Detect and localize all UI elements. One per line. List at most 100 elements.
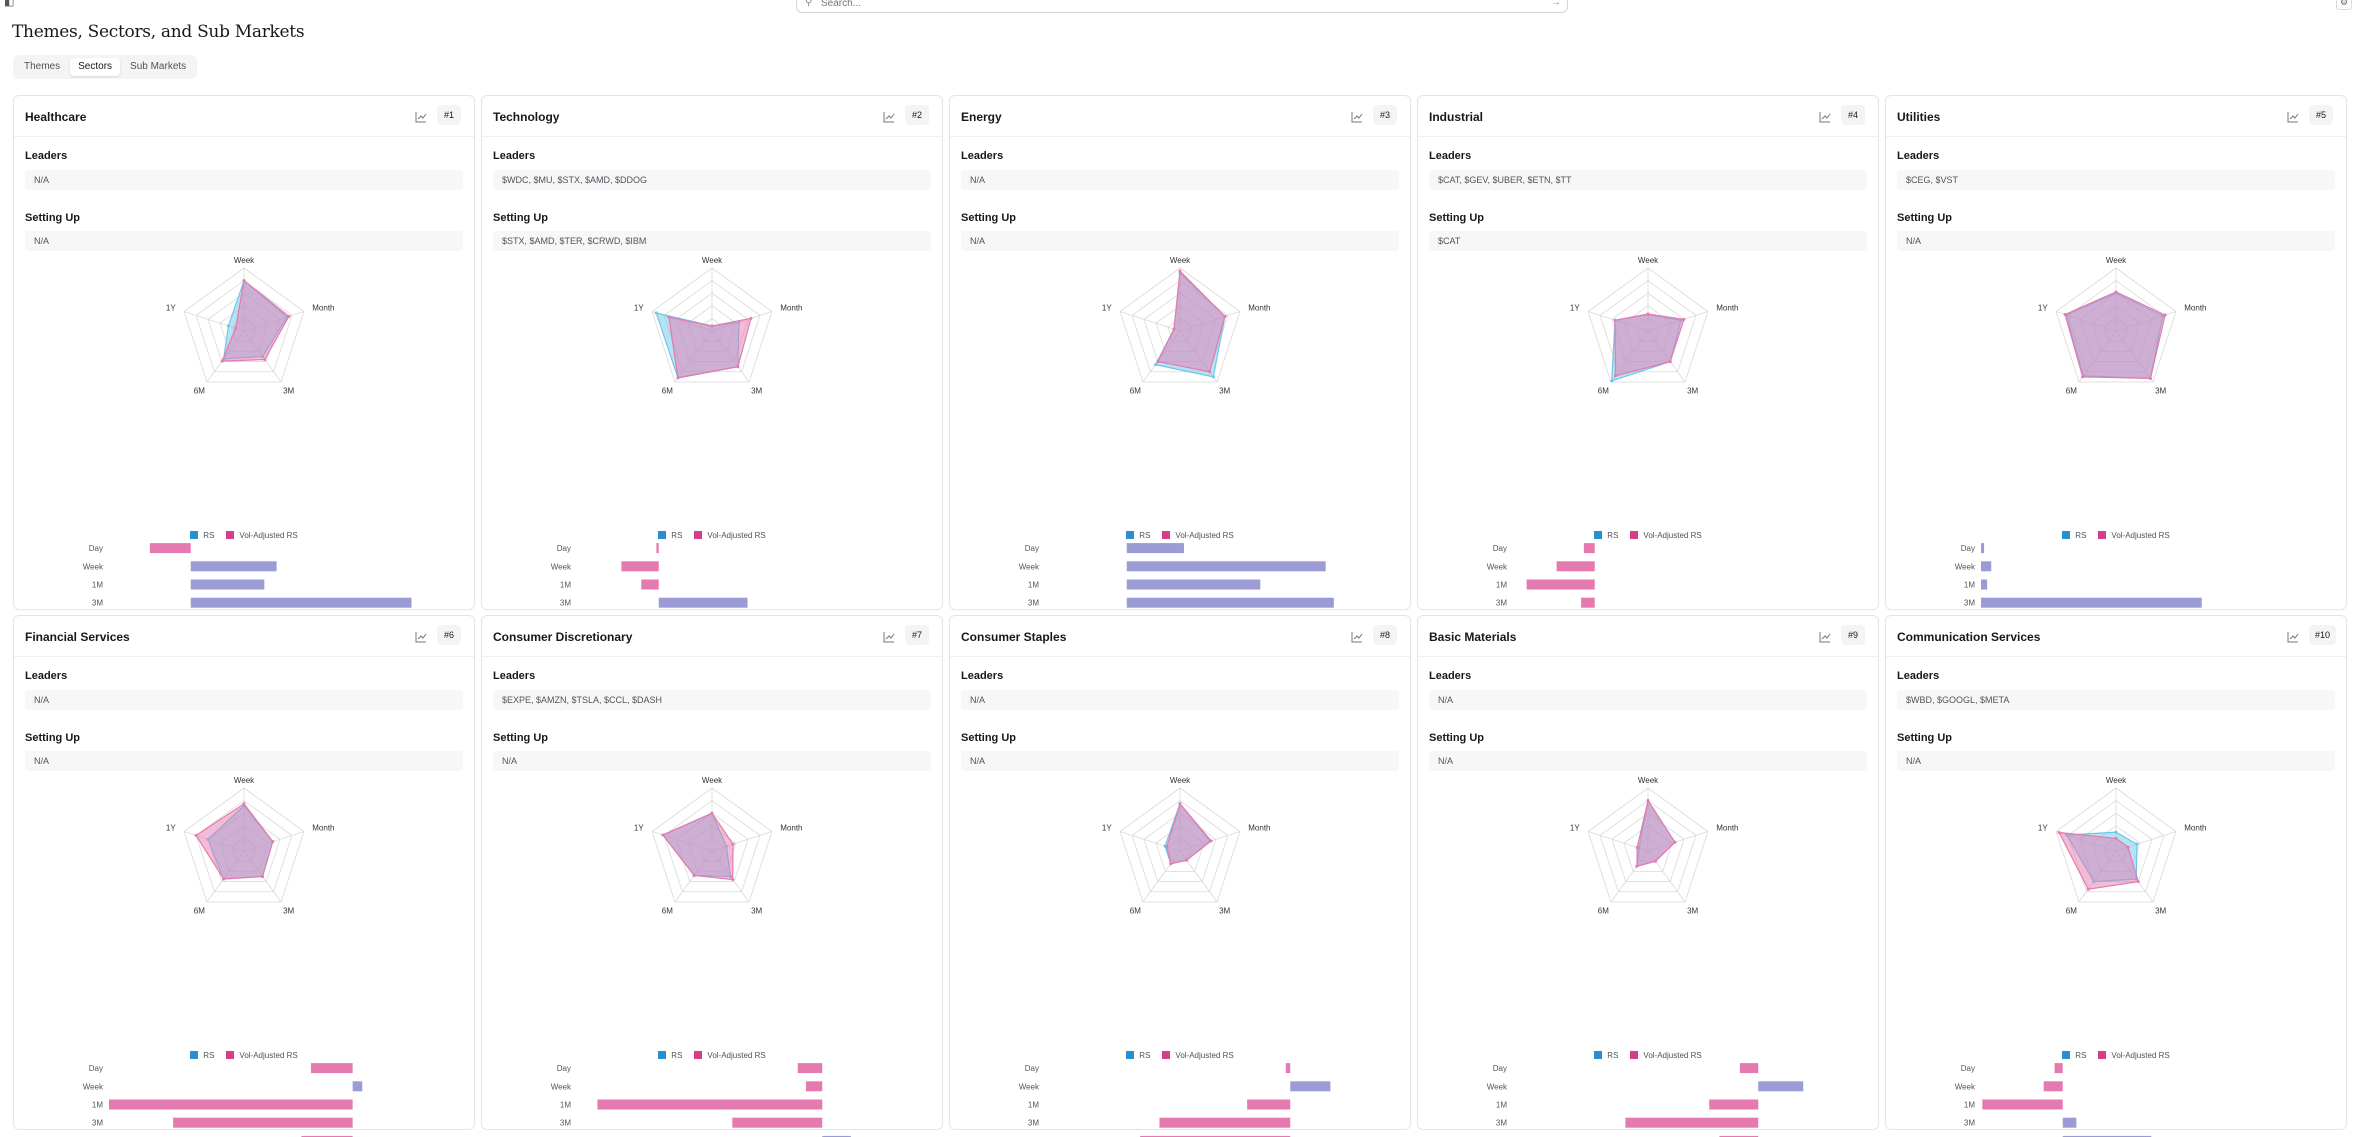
bar-category-label: 1M bbox=[1964, 1100, 1975, 1109]
bar-category-label: 1M bbox=[92, 1100, 103, 1109]
sector-card: Communication Services #10 Leaders $WBD, $G… bbox=[1885, 615, 2347, 1137]
radar-series-vol-adjusted-rs-point bbox=[2057, 831, 2061, 835]
sector-title: Financial Services bbox=[25, 630, 130, 644]
leaders-value: $WDC, $MU, $STX, $AMD, $DDOG bbox=[493, 170, 931, 190]
radar-series-vol-adjusted-rs-point bbox=[2063, 312, 2067, 316]
radar-spoke bbox=[1119, 311, 1181, 332]
card-divider bbox=[1886, 656, 2346, 657]
radar-axis-label: 6M bbox=[1130, 386, 1141, 395]
legend-swatch-rs bbox=[1594, 531, 1603, 539]
tab-sectors[interactable]: Sectors bbox=[70, 58, 121, 76]
search-box[interactable]: ⚲ → bbox=[796, 0, 1568, 13]
bar-category-label: 3M bbox=[1496, 1118, 1507, 1127]
bar-day bbox=[1285, 1062, 1291, 1073]
legend-item-rs: RS bbox=[190, 1049, 214, 1061]
line-chart-icon[interactable] bbox=[1818, 110, 1832, 124]
leaders-value: $EXPE, $AMZN, $TSLA, $CCL, $DASH bbox=[493, 690, 931, 710]
bar-3m bbox=[1625, 1117, 1759, 1128]
bar-week bbox=[1981, 561, 1992, 572]
radar-axis-label: Month bbox=[1248, 824, 1270, 833]
radar-series-vol-adjusted-rs-point bbox=[234, 326, 238, 330]
bar-category-label: 1M bbox=[1496, 1100, 1507, 1109]
bar-category-label: Week bbox=[1019, 562, 1040, 571]
radar-axis-label: Week bbox=[1638, 256, 1659, 265]
leaders-value: N/A bbox=[25, 690, 463, 710]
sector-title: Industrial bbox=[1429, 110, 1484, 124]
radar-grid-ring bbox=[2055, 267, 2177, 383]
settings-icon[interactable]: ⚙ bbox=[2336, 0, 2352, 10]
legend-label-vol-adjusted-rs: Vol-Adjusted RS bbox=[1175, 530, 1234, 540]
line-chart-icon[interactable] bbox=[2286, 110, 2300, 124]
line-chart-icon[interactable] bbox=[414, 630, 428, 644]
bar-category-label: Day bbox=[89, 1064, 103, 1073]
radar-axis-label: Week bbox=[2106, 256, 2127, 265]
radar-grid-ring bbox=[1119, 267, 1241, 383]
leaders-label: Leaders bbox=[493, 670, 536, 682]
radar-series-vol-adjusted-rs-point bbox=[1673, 840, 1677, 844]
legend-swatch-vol-adjusted-rs bbox=[226, 1051, 235, 1059]
bar-1m bbox=[1982, 1099, 2063, 1110]
line-chart-icon[interactable] bbox=[2286, 630, 2300, 644]
card-divider bbox=[1418, 136, 1878, 137]
bar-category-label: Day bbox=[89, 544, 103, 553]
radar-series-vol-adjusted-rs-point bbox=[1668, 360, 1672, 364]
rank-badge: #3 bbox=[1373, 105, 1397, 125]
radar-series-vol-adjusted-rs-point bbox=[1208, 370, 1212, 374]
radar-axis-label: 1Y bbox=[2038, 304, 2048, 313]
bar-category-label: 1M bbox=[92, 580, 103, 589]
bar-chart: DayWeek1M3M6M1Y-6.0%-4.0%-2.0%0.0%2.0% bbox=[551, 1062, 851, 1137]
radar-series-vol-adjusted-rs bbox=[2058, 831, 2139, 890]
bar-category-label: Week bbox=[1019, 1082, 1040, 1091]
bar-day bbox=[797, 1062, 823, 1073]
bar-week bbox=[190, 561, 277, 572]
legend-swatch-rs bbox=[1594, 1051, 1603, 1059]
sidebar-toggle-icon[interactable]: ◧ bbox=[4, 0, 15, 8]
setting-up-label: Setting Up bbox=[493, 732, 548, 744]
bar-category-label: 3M bbox=[1964, 1118, 1975, 1127]
line-chart-icon[interactable] bbox=[1350, 110, 1364, 124]
radar-axis-label: 6M bbox=[662, 386, 673, 395]
bar-category-label: 1M bbox=[1028, 580, 1039, 589]
bar-category-label: 1M bbox=[1964, 580, 1975, 589]
legend-swatch-vol-adjusted-rs bbox=[694, 531, 703, 539]
radar-series-vol-adjusted-rs-point bbox=[1646, 799, 1650, 803]
bar-category-label: Week bbox=[551, 1082, 572, 1091]
bar-3m bbox=[1581, 597, 1595, 608]
radar-series-vol-adjusted-rs-point bbox=[263, 358, 267, 362]
radar-series-vol-adjusted-rs-point bbox=[1635, 845, 1639, 849]
radar-series-vol-adjusted-rs-point bbox=[2163, 313, 2167, 317]
radar-grid-ring bbox=[1599, 280, 1697, 373]
rank-badge: #10 bbox=[2309, 625, 2337, 645]
tab-themes[interactable]: Themes bbox=[24, 61, 61, 72]
radar-axis-label: 1Y bbox=[634, 824, 644, 833]
tab-sub-markets[interactable]: Sub Markets bbox=[130, 61, 187, 72]
bar-week bbox=[1556, 561, 1595, 572]
line-chart-icon[interactable] bbox=[882, 110, 896, 124]
bar-1m bbox=[190, 579, 265, 590]
leaders-value: N/A bbox=[25, 170, 463, 190]
line-chart-icon[interactable] bbox=[882, 630, 896, 644]
search-input[interactable] bbox=[821, 0, 1521, 10]
sector-title: Technology bbox=[493, 110, 560, 124]
legend-swatch-vol-adjusted-rs bbox=[2098, 531, 2107, 539]
sector-title: Energy bbox=[961, 110, 1002, 124]
line-chart-icon[interactable] bbox=[1818, 630, 1832, 644]
rank-badge: #8 bbox=[1373, 625, 1397, 645]
radar-axis-label: 3M bbox=[283, 386, 294, 395]
bar-category-label: 3M bbox=[1028, 598, 1039, 607]
radar-axis-label: 3M bbox=[751, 906, 762, 915]
radar-grid-ring bbox=[2055, 787, 2177, 903]
radar-chart: Week Month 3M 6M 1Y bbox=[166, 776, 335, 915]
radar-series-vol-adjusted-rs-point bbox=[1156, 360, 1160, 364]
bar-category-label: 1M bbox=[560, 1100, 571, 1109]
legend-label-rs: RS bbox=[1607, 1050, 1619, 1060]
legend-swatch-vol-adjusted-rs bbox=[2098, 1051, 2107, 1059]
sector-card: Financial Services #6 Leaders N/A Setting Up… bbox=[13, 615, 475, 1137]
legend-item-rs: RS bbox=[190, 529, 214, 541]
line-chart-icon[interactable] bbox=[1350, 630, 1364, 644]
arrow-right-icon[interactable]: → bbox=[1551, 0, 1561, 8]
line-chart-icon[interactable] bbox=[414, 110, 428, 124]
rank-badge: #6 bbox=[437, 625, 461, 645]
radar-series-rs-point bbox=[1211, 375, 1215, 379]
legend-item-rs: RS bbox=[658, 1049, 682, 1061]
